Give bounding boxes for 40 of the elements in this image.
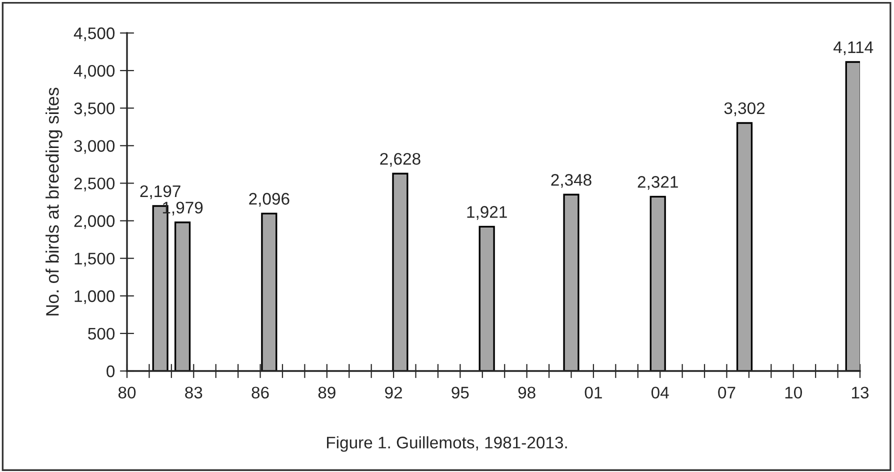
y-tick-label: 2,500 (74, 178, 115, 192)
x-tick-label: 95 (452, 386, 469, 399)
data-label: 1,921 (467, 206, 507, 220)
y-tick-label: 4,500 (74, 27, 115, 42)
data-label: 2,321 (638, 176, 678, 190)
bar (261, 212, 278, 371)
bar (478, 226, 495, 371)
x-tick-label: 13 (852, 386, 869, 399)
data-label: 2,096 (249, 192, 290, 207)
bar (845, 61, 860, 371)
bar (392, 172, 408, 371)
x-tick-label: 04 (651, 386, 669, 399)
y-tick-label: 1,500 (74, 252, 115, 267)
bar (736, 122, 753, 371)
x-tick-label: 10 (785, 386, 802, 399)
x-tick-label: 01 (584, 386, 602, 399)
y-tick-label: 4,000 (74, 64, 115, 79)
bar (174, 222, 191, 371)
x-tick-label: 92 (385, 386, 402, 399)
x-tick-label: 98 (518, 386, 536, 399)
y-tick-label: 3,000 (74, 140, 115, 154)
caption: Figure 1. Guillemots, 1981-2013. (327, 436, 567, 452)
y-axis-title: No. of birds at breeding sites (46, 88, 62, 316)
x-tick-label: 89 (318, 386, 336, 399)
y-tick-label: 2,000 (74, 215, 115, 229)
x-tick-label: 07 (718, 386, 736, 399)
y-tick-label: 500 (88, 328, 115, 340)
y-tick-label: 3,500 (74, 102, 115, 116)
bar (650, 196, 666, 371)
y-tick-label: 0 (106, 365, 115, 378)
x-tick-label: 86 (252, 386, 269, 399)
x-tick-label: 83 (185, 386, 202, 399)
bar (563, 194, 580, 371)
data-label: 3,302 (724, 102, 765, 116)
data-label: 2,197 (140, 185, 180, 200)
data-label: 2,348 (551, 174, 592, 188)
data-label: 4,114 (833, 42, 874, 56)
data-label: 2,628 (380, 152, 420, 167)
y-tick-label: 1,000 (74, 290, 115, 304)
x-tick-label: 80 (118, 386, 136, 399)
